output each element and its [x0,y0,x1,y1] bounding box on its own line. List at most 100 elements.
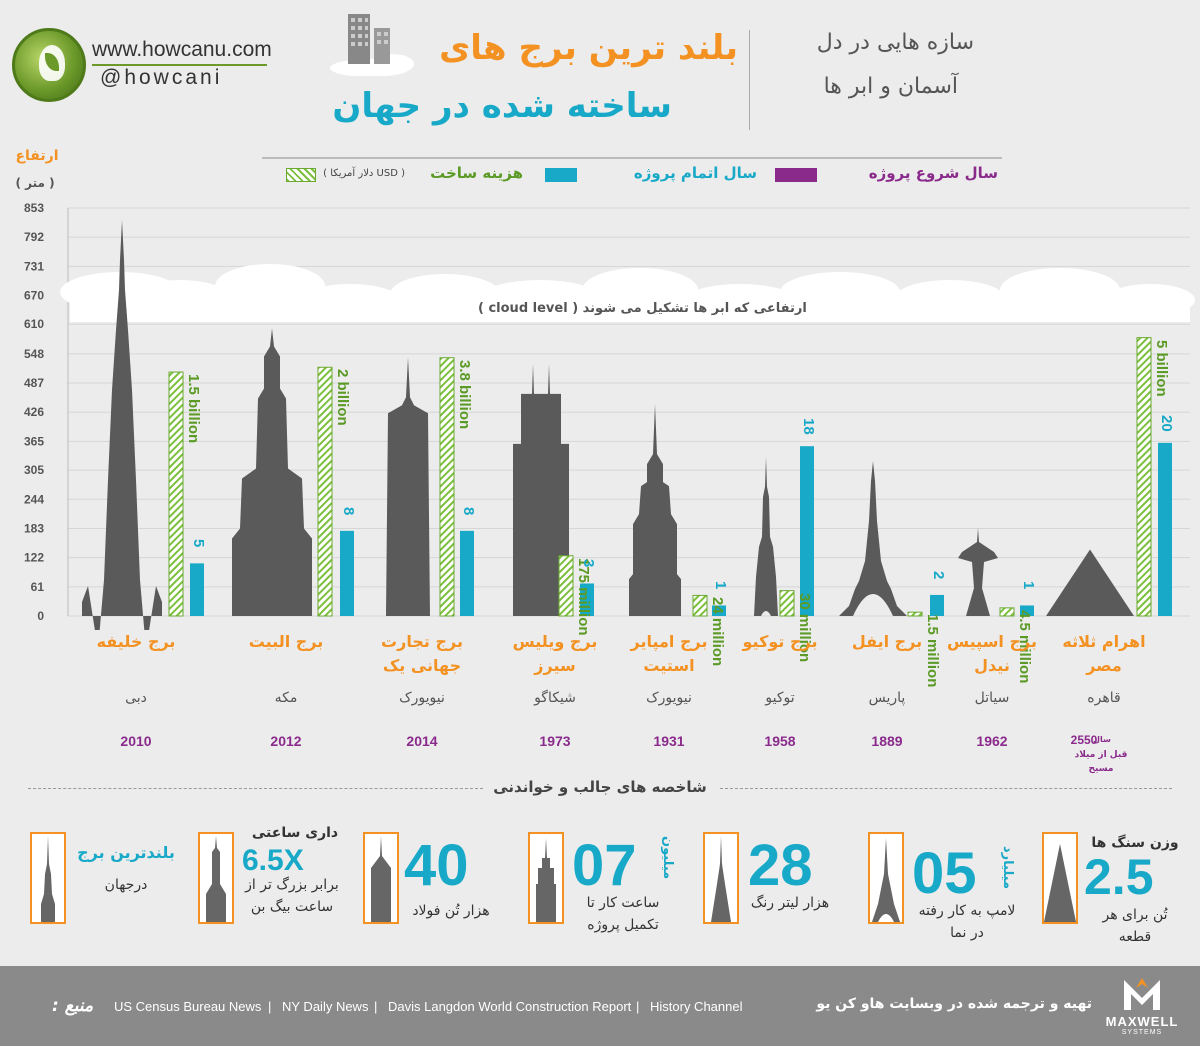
cost-bar [907,611,923,617]
building-silhouette [629,404,681,616]
howcanu-logo [12,28,86,102]
cost-bar [999,607,1015,617]
cost-value-label: 1.5 million [924,614,941,688]
fact-4-big: 07 [572,833,637,898]
building-name: برج ویلیس سیرز [512,632,598,675]
building-city: نیویورک [399,690,445,706]
legend-cost-label: هزینه ساخت [430,164,523,182]
completion-bar [930,594,944,616]
building-silhouette [513,363,569,616]
building-city: دبی [125,690,147,706]
building-name: اهرام ثلاثه مصر [1062,632,1146,675]
building-city: قاهره [1087,690,1121,706]
title-line2: ساخته شده در جهان [332,86,672,126]
fact-2-side: میلیارد [1000,846,1015,890]
bc-note-3: مسیح [1088,764,1114,774]
site-url: www.howcanu.com [92,38,272,61]
completion-value-label: 8 [340,506,357,516]
subtitle-line1: سازه هایی در دل [816,30,974,55]
building-name: برج امپایر استیت [630,632,708,675]
source-3: Davis Langdon World Construction Report [388,999,632,1014]
cost-bar [439,357,455,617]
fact-1-above: وزن سنگ ها [1091,835,1179,851]
y-tick-label: 244 [24,492,44,506]
completion-bar [800,446,814,616]
building-start-year: 2010 [120,733,152,749]
y-tick-label: 548 [24,347,44,361]
source-sep-1: | [268,999,272,1014]
building-name: برج خلیفه [96,632,176,651]
fact-7-big: بلندترین برج [77,843,175,862]
cost-value-label: 1.5 billion [185,374,202,444]
source-4: History Channel [650,999,743,1014]
completion-value-label: 8 [460,506,477,516]
source-sep-3: | [636,999,640,1014]
leaf-icon [45,53,59,71]
legend-completion-swatch [545,168,577,182]
y-tick-label: 365 [24,434,44,448]
building-city: مکه [274,690,298,706]
y-axis-unit: ( متر ) [15,176,55,190]
building-silhouette [839,461,907,616]
y-tick-label: 670 [24,289,44,303]
y-tick-label: 426 [24,405,44,419]
y-axis-title: ارتفاع [15,148,59,164]
building-silhouette [754,456,778,616]
burj-khalifa-silhouette-box [30,832,66,924]
source-sep-2: | [374,999,378,1014]
title-line1: بلند ترین برج های [439,28,738,68]
building-start-year: 1889 [871,733,903,749]
cloud-band [60,264,1195,322]
fact-3-below: هزار لیتر رنگ [750,895,830,911]
cost-bar [558,555,574,617]
completion-bar [190,563,204,616]
legend-cost-unit: ( دلار آمریکا USD ) [323,168,405,179]
cost-value-label: 24 million [709,597,726,667]
abraj-silhouette-box [198,832,234,924]
facts-separator-left [28,788,483,789]
fact-6-big: 6.5X [242,844,304,877]
pyramid-silhouette-box [1042,832,1078,924]
completion-bar [712,605,726,616]
source-label: منبع : [52,996,94,1016]
y-tick-label: 610 [24,317,44,331]
completion-value-label: 1 [712,581,729,590]
brand-sub: SYSTEMS [1121,1029,1163,1036]
cost-value-label: 175 million [575,557,592,636]
y-tick-label: 487 [24,376,44,390]
building-silhouette [958,527,998,616]
cost-value-label: 4.5 million [1016,609,1033,684]
y-tick-label: 122 [24,551,44,565]
height-chart: 0611221832443053654264875486106707317928… [24,201,1195,630]
cost-value-label: 3.8 billion [456,359,473,429]
fact-4-side: میلیون [660,836,675,880]
building-name: برج ایفل [851,632,923,651]
data-bars [168,337,1172,617]
facts-title: شاخصه های جالب و خواندنی [493,778,707,796]
completion-value-label: 3 [580,559,597,568]
legend-start-label: سال شروع پروژه [868,164,998,182]
building-city: توکیو [765,690,795,706]
completion-bar [580,583,594,616]
cost-bar [779,590,795,617]
completion-bar [460,530,474,616]
legend-completion-label: سال اتمام پروژه [633,164,757,182]
legend-cost-swatch [286,168,316,182]
one-wtc-silhouette-box [363,832,399,924]
fact-5-below: هزار تُن فولاد [412,903,490,919]
building-start-year: 2550 [1070,733,1098,747]
building-name: برج توکیو [742,632,818,651]
cost-bar [168,371,184,617]
legend-start-swatch [775,168,817,182]
fact-6-below: برابر بزرگ تر از ساعت بیگ بن [245,877,339,915]
y-tick-label: 853 [24,201,44,215]
empire-state-silhouette-box [528,832,564,924]
building-city: شیکاگو [534,690,576,706]
cost-bar [1136,337,1152,617]
completion-bar [340,530,354,616]
cloud-level-label: ارتفاعی که ابر ها تشکیل می شوند ( cloud … [478,301,807,316]
building-name: برج البیت [248,632,324,651]
fact-5-big: 40 [404,833,469,898]
building-start-year: 1958 [764,733,796,749]
cost-value-label: 30 million [796,592,813,662]
